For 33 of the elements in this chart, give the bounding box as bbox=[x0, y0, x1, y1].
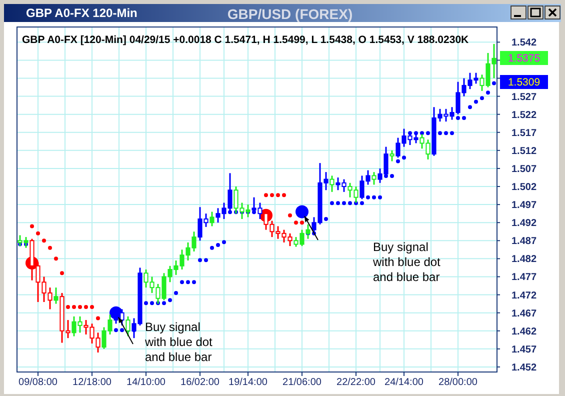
annotation: Buy signal with blue dot and blue bar bbox=[372, 240, 442, 284]
y-tick-label: 1.462 bbox=[511, 326, 537, 338]
y-tick-label: 1.517 bbox=[511, 128, 537, 139]
x-tick-label: 09/08:00 bbox=[18, 377, 58, 388]
x-tick-label: 22/22:00 bbox=[336, 377, 376, 388]
y-tick-label: 1.542 bbox=[511, 38, 537, 49]
x-tick-label: 28/00:00 bbox=[438, 377, 478, 388]
x-tick-label: 19/14:00 bbox=[228, 377, 268, 388]
x-tick-label: 14/10:00 bbox=[126, 377, 166, 388]
y-tick-label: 1.497 bbox=[511, 200, 537, 212]
y-tick-label: 1.492 bbox=[511, 218, 537, 230]
text: 1.5375 bbox=[508, 52, 540, 65]
chart-title: GBP/USD (FOREX) bbox=[227, 6, 353, 22]
annotation: Buy signal with blue dot and blue bar bbox=[144, 320, 214, 364]
x-tick-label: 21/06:00 bbox=[282, 377, 322, 388]
text: GBP A0-FX 120-Min bbox=[26, 6, 138, 20]
x-tick-label: 16/02:00 bbox=[180, 377, 220, 388]
y-tick-label: 1.472 bbox=[511, 290, 537, 302]
y-tick-label: 1.477 bbox=[511, 272, 537, 284]
y-tick-label: 1.527 bbox=[511, 92, 537, 103]
y-tick-label: 1.522 bbox=[511, 110, 537, 121]
y-tick-label: 1.487 bbox=[511, 236, 537, 248]
text: GBP A0-FX [120-Min] 04/29/15 +0.0018 C 1.5471, H 1.5499, L 1.5438, O 1.5453, V 188.0230K bbox=[22, 34, 470, 46]
x-tick-label: 24/14:00 bbox=[384, 377, 424, 388]
x-tick-label: 12/18:00 bbox=[72, 377, 112, 388]
y-tick-label: 1.512 bbox=[511, 146, 537, 157]
y-tick-label: 1.502 bbox=[511, 182, 537, 194]
y-tick-label: 1.457 bbox=[511, 344, 537, 356]
y-tick-label: 1.452 bbox=[511, 362, 537, 374]
y-tick-label: 1.507 bbox=[511, 164, 537, 175]
y-tick-label: 1.482 bbox=[511, 254, 537, 266]
y-tick-label: 1.467 bbox=[511, 308, 537, 320]
text: 1.5309 bbox=[508, 76, 540, 89]
